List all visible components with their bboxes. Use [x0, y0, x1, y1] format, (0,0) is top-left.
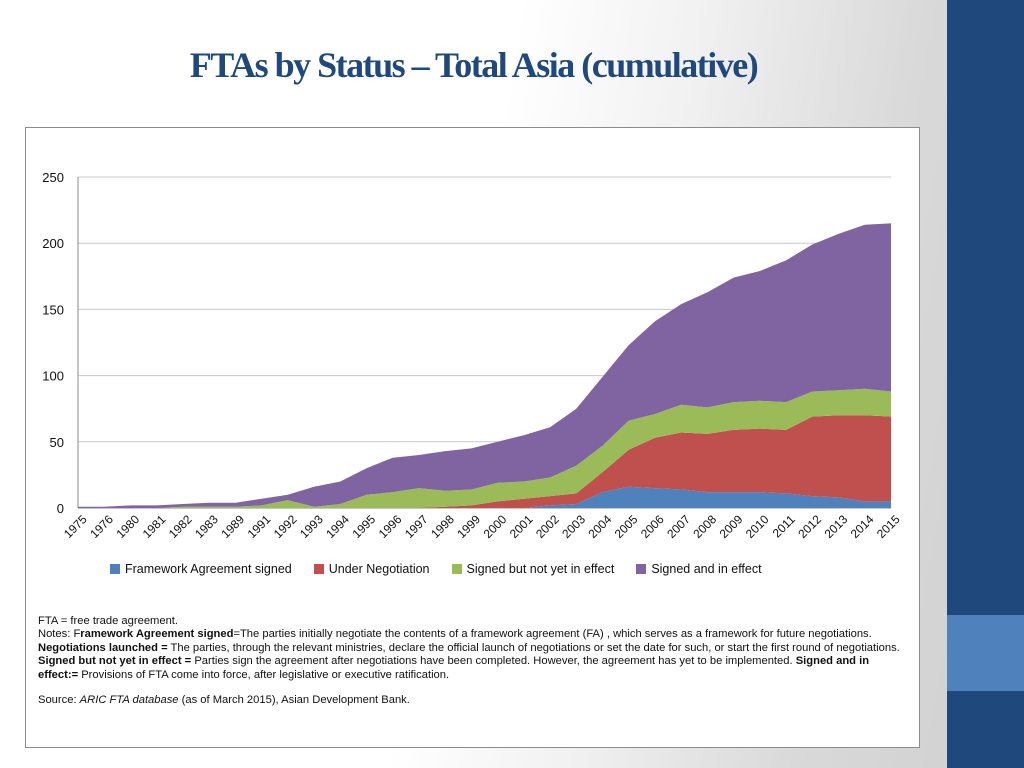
- slide-title: FTAs by Status – Total Asia (cumulative): [189, 45, 759, 85]
- chart-figure: 0 50 100 150 200 250 1975 1976 1980 1981 1982 1983 1…: [25, 127, 920, 748]
- x-tick-label-2007: 2007: [664, 512, 693, 541]
- area-series-signed-but-not-yet-in-effect: [78, 388, 891, 508]
- x-tick-label-1996: 1996: [376, 512, 405, 541]
- x-tick-label-1989: 1989: [218, 512, 247, 541]
- legend-item-signed-but-not-yet-in-effect: Signed but not yet in effect: [451, 562, 615, 576]
- stacked-area-chart: 0501001502002501975197619801981198219831…: [42, 170, 903, 541]
- x-tick-label-2004: 2004: [586, 512, 615, 541]
- x-tick-label-1992: 1992: [271, 512, 300, 541]
- nl-definition: The parties, through the relevant minist…: [167, 641, 900, 654]
- nl-term: Negotiations launched =: [38, 641, 168, 654]
- legend-swatch: [313, 564, 324, 574]
- legend-swatch: [451, 564, 462, 574]
- y-tick-label-150: 150: [42, 302, 64, 317]
- x-tick-label-2001: 2001: [507, 512, 536, 541]
- legend-swatch: [110, 564, 120, 574]
- y-tick-label-0: 0: [57, 501, 64, 516]
- chart-notes: FTA = free trade agreement. Notes: Frame…: [38, 615, 910, 707]
- legend-label: Framework Agreement signed: [125, 562, 292, 576]
- area-series-under-negotiation: [78, 415, 891, 508]
- x-tick-label-1975: 1975: [61, 512, 90, 541]
- se-term: Signed and in effect:=: [38, 655, 870, 681]
- fa-definition: =The parties initially negotiate the con…: [233, 628, 872, 641]
- x-tick-label-2006: 2006: [638, 512, 667, 541]
- x-tick-label-1976: 1976: [87, 512, 116, 541]
- x-tick-label-1980: 1980: [113, 512, 142, 541]
- x-tick-label-2008: 2008: [690, 512, 719, 541]
- x-tick-label-1993: 1993: [297, 512, 326, 541]
- source-line: Source: ARIC FTA database (as of March 2…: [38, 694, 910, 707]
- notes-label: Notes: F: [38, 628, 81, 641]
- legend-item-framework-agreement-signed: Framework Agreement signed: [110, 562, 292, 576]
- source-database: ARIC FTA database: [79, 694, 179, 707]
- y-tick-label-50: 50: [50, 435, 64, 450]
- fa-term: ramework Agreement signed: [80, 628, 234, 641]
- x-tick-label-1995: 1995: [349, 512, 378, 541]
- y-tick-label-100: 100: [42, 369, 64, 384]
- x-tick-label-2009: 2009: [717, 512, 746, 541]
- legend-label: Signed but not yet in effect: [466, 562, 615, 576]
- status-notes: Notes: Framework Agreement signed=The pa…: [38, 628, 910, 682]
- x-tick-label-1982: 1982: [166, 512, 195, 541]
- legend-swatch: [636, 564, 647, 574]
- legend-label: Under Negotiation: [328, 562, 430, 576]
- sn-definition: Parties sign the agreement after negotia…: [191, 655, 793, 668]
- area-series-framework-agreement-signed: [78, 486, 891, 508]
- x-tick-label-1999: 1999: [454, 512, 483, 541]
- y-tick-label-200: 200: [42, 236, 64, 251]
- x-tick-label-2005: 2005: [612, 512, 641, 541]
- x-tick-label-2015: 2015: [874, 512, 903, 541]
- x-tick-label-2000: 2000: [481, 512, 510, 541]
- x-tick-label-1997: 1997: [402, 512, 431, 541]
- se-definition: Provisions of FTA come into force, after…: [78, 668, 450, 681]
- x-tick-label-2012: 2012: [795, 512, 824, 541]
- legend-item-signed-and-in-effect: Signed and in effect: [636, 562, 762, 576]
- legend-item-under-negotiation: Under Negotiation: [313, 562, 430, 576]
- sidebar-accent-block: [947, 615, 1024, 691]
- x-tick-label-1994: 1994: [323, 512, 352, 541]
- fta-definition: FTA = free trade agreement.: [38, 615, 179, 627]
- x-tick-label-1991: 1991: [245, 512, 274, 541]
- source-label: Source:: [38, 694, 80, 707]
- area-series-signed-and-in-effect: [78, 223, 891, 509]
- chart-legend: Framework Agreement signed Under Negotiat…: [110, 562, 784, 576]
- x-tick-label-2013: 2013: [822, 512, 851, 541]
- x-tick-label-2010: 2010: [743, 512, 772, 541]
- x-tick-label-2003: 2003: [559, 512, 588, 541]
- legend-label: Signed and in effect: [651, 562, 762, 576]
- x-tick-label-2011: 2011: [770, 512, 798, 540]
- y-tick-label-250: 250: [42, 170, 64, 185]
- sn-term: Signed but not yet in effect =: [38, 655, 192, 668]
- x-tick-label-1981: 1981: [140, 512, 169, 541]
- x-tick-label-1983: 1983: [192, 512, 221, 541]
- x-tick-label-2014: 2014: [848, 512, 877, 541]
- x-tick-label-1998: 1998: [428, 512, 457, 541]
- source-rest: (as of March 2015), Asian Development Ba…: [178, 694, 410, 707]
- x-tick-label-2002: 2002: [533, 512, 562, 541]
